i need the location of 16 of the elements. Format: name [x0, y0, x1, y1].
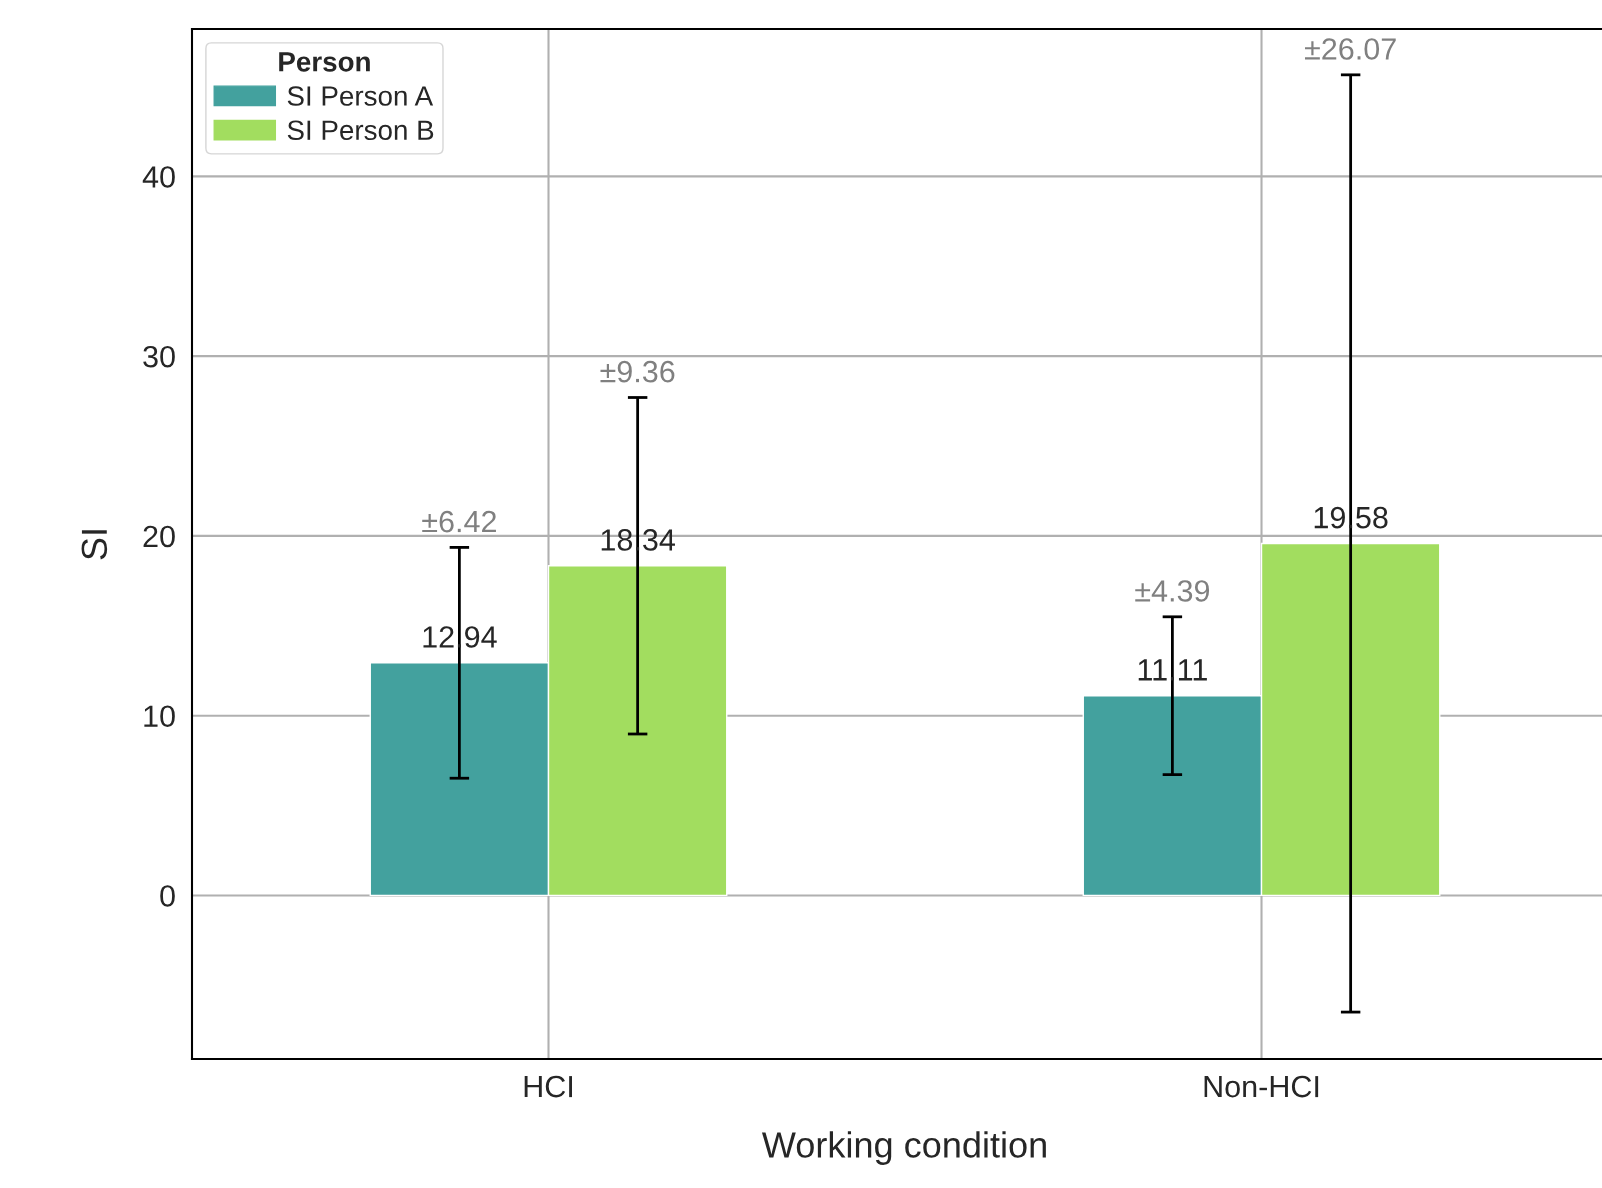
y-axis-title: SI [81, 530, 108, 560]
y-tick-label: 10 [144, 705, 175, 728]
annotation: ±9.36 [600, 360, 675, 383]
legend-label: SI Person A [287, 86, 434, 106]
y-tick-label: 40 [142, 166, 175, 188]
annotation: ±6.42 [422, 510, 496, 533]
y-tick-label: 20 [143, 525, 175, 548]
annotation: ±4.39 [1135, 580, 1210, 602]
legend-title: Person [279, 52, 370, 72]
x-axis-title: Working condition [761, 1131, 1046, 1165]
legend-label: SI Person B [287, 120, 434, 141]
annotation: ±26.07 [1305, 38, 1396, 60]
x-tick-label: Non-HCI [1204, 1075, 1319, 1098]
x-tick-label: HCI [524, 1075, 572, 1098]
y-tick-label: 30 [143, 345, 175, 368]
y-tick-label: 0 [160, 885, 175, 907]
